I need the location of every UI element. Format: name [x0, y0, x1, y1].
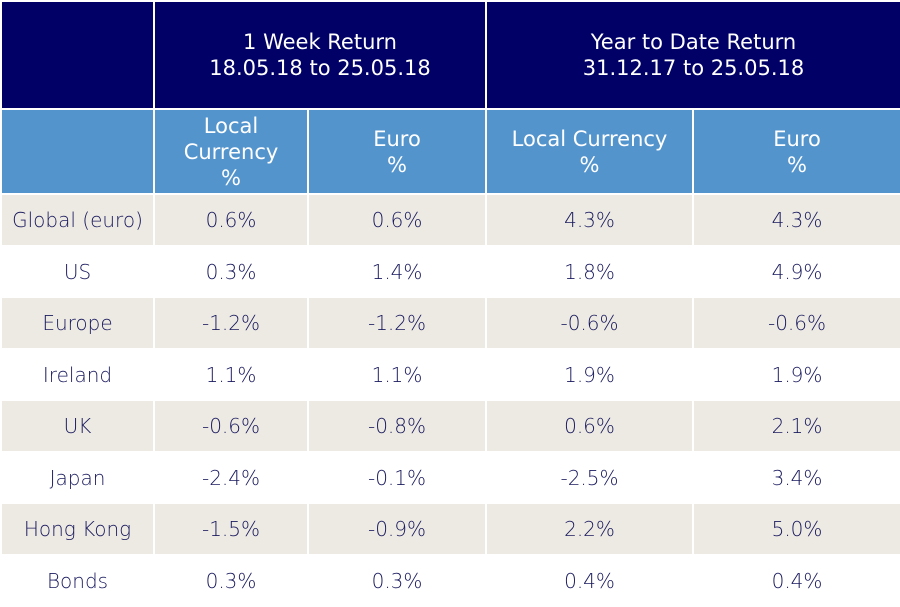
table-row: Hong Kong -1.5% -0.9% 2.2% 5.0% — [0, 502, 900, 556]
ytd-local-value-cell: 1.8% — [485, 245, 694, 298]
region-cell: Europe — [0, 296, 155, 350]
table-body: Global (euro) 0.6% 0.6% 4.3% 4.3% US 0.3% 1.4% 1… — [0, 193, 900, 607]
table-row: Global (euro) 0.6% 0.6% 4.3% 4.3% — [0, 193, 900, 247]
week-local-value-cell: 0.6% — [153, 193, 309, 247]
week-euro-value-cell: -0.9% — [307, 502, 487, 556]
table-row: Bonds 0.3% 0.3% 0.4% 0.4% — [0, 554, 900, 607]
week-local-value-cell: 0.3% — [153, 554, 309, 607]
region-cell: Global (euro) — [0, 193, 155, 247]
ytd-local-value-cell: -0.6% — [485, 296, 694, 350]
week-euro-value-cell: -1.2% — [307, 296, 487, 350]
week-local-currency-header: Local Currency % — [153, 108, 309, 195]
region-cell: Japan — [0, 451, 155, 504]
ytd-local-value-cell: -2.5% — [485, 451, 694, 504]
week-local-value-cell: -2.4% — [153, 451, 309, 504]
ytd-local-value-cell: 0.4% — [485, 554, 694, 607]
sub-header-row: Local Currency % Euro % Local Currency %… — [0, 108, 900, 195]
corner-cell — [0, 0, 155, 110]
ytd-euro-value-cell: 1.9% — [692, 348, 900, 401]
group-header-row: 1 Week Return 18.05.18 to 25.05.18 Year … — [0, 0, 900, 110]
ytd-local-currency-header: Local Currency % — [485, 108, 694, 195]
week-local-value-cell: 1.1% — [153, 348, 309, 401]
table-row: US 0.3% 1.4% 1.8% 4.9% — [0, 245, 900, 298]
week-local-value-cell: 0.3% — [153, 245, 309, 298]
ytd-local-value-cell: 4.3% — [485, 193, 694, 247]
week-euro-value-cell: 1.4% — [307, 245, 487, 298]
week-return-period: 18.05.18 to 25.05.18 — [209, 56, 431, 80]
ytd-euro-value-cell: 4.3% — [692, 193, 900, 247]
ytd-local-value-cell: 0.6% — [485, 399, 694, 453]
ytd-euro-value-cell: -0.6% — [692, 296, 900, 350]
ytd-local-line-1: Local Currency — [511, 126, 668, 151]
table-row: Ireland 1.1% 1.1% 1.9% 1.9% — [0, 348, 900, 401]
ytd-return-header: Year to Date Return 31.12.17 to 25.05.18 — [485, 0, 900, 110]
week-local-value-cell: -0.6% — [153, 399, 309, 453]
week-euro-value-cell: 1.1% — [307, 348, 487, 401]
ytd-local-line-2: % — [579, 152, 600, 177]
ytd-euro-value-cell: 0.4% — [692, 554, 900, 607]
week-local-line-2: Currency — [183, 139, 279, 164]
ytd-euro-value-cell: 4.9% — [692, 245, 900, 298]
week-return-header: 1 Week Return 18.05.18 to 25.05.18 — [153, 0, 487, 110]
week-local-line-3: % — [221, 165, 241, 190]
ytd-local-value-cell: 1.9% — [485, 348, 694, 401]
week-euro-value-cell: 0.6% — [307, 193, 487, 247]
ytd-return-period: 31.12.17 to 25.05.18 — [582, 56, 805, 80]
ytd-return-title: Year to Date Return — [590, 30, 797, 54]
ytd-euro-line-1: Euro — [773, 126, 821, 151]
table-row: Europe -1.2% -1.2% -0.6% -0.6% — [0, 296, 900, 350]
week-local-value-cell: -1.5% — [153, 502, 309, 556]
ytd-euro-value-cell: 3.4% — [692, 451, 900, 504]
week-local-value-cell: -1.2% — [153, 296, 309, 350]
week-local-line-1: Local — [203, 113, 259, 138]
week-euro-line-2: % — [387, 152, 407, 177]
region-cell: US — [0, 245, 155, 298]
table-row: Japan -2.4% -0.1% -2.5% 3.4% — [0, 451, 900, 504]
ytd-euro-header: Euro % — [692, 108, 900, 195]
region-cell: Hong Kong — [0, 502, 155, 556]
week-return-title: 1 Week Return — [243, 30, 397, 54]
ytd-euro-line-2: % — [787, 152, 807, 177]
week-euro-value-cell: 0.3% — [307, 554, 487, 607]
ytd-local-value-cell: 2.2% — [485, 502, 694, 556]
region-cell: Ireland — [0, 348, 155, 401]
ytd-euro-value-cell: 5.0% — [692, 502, 900, 556]
week-euro-line-1: Euro — [373, 126, 421, 151]
week-euro-value-cell: -0.8% — [307, 399, 487, 453]
week-euro-value-cell: -0.1% — [307, 451, 487, 504]
ytd-euro-value-cell: 2.1% — [692, 399, 900, 453]
region-cell: Bonds — [0, 554, 155, 607]
region-cell: UK — [0, 399, 155, 453]
table-row: UK -0.6% -0.8% 0.6% 2.1% — [0, 399, 900, 453]
week-euro-header: Euro % — [307, 108, 487, 195]
region-sub-header — [0, 108, 155, 195]
